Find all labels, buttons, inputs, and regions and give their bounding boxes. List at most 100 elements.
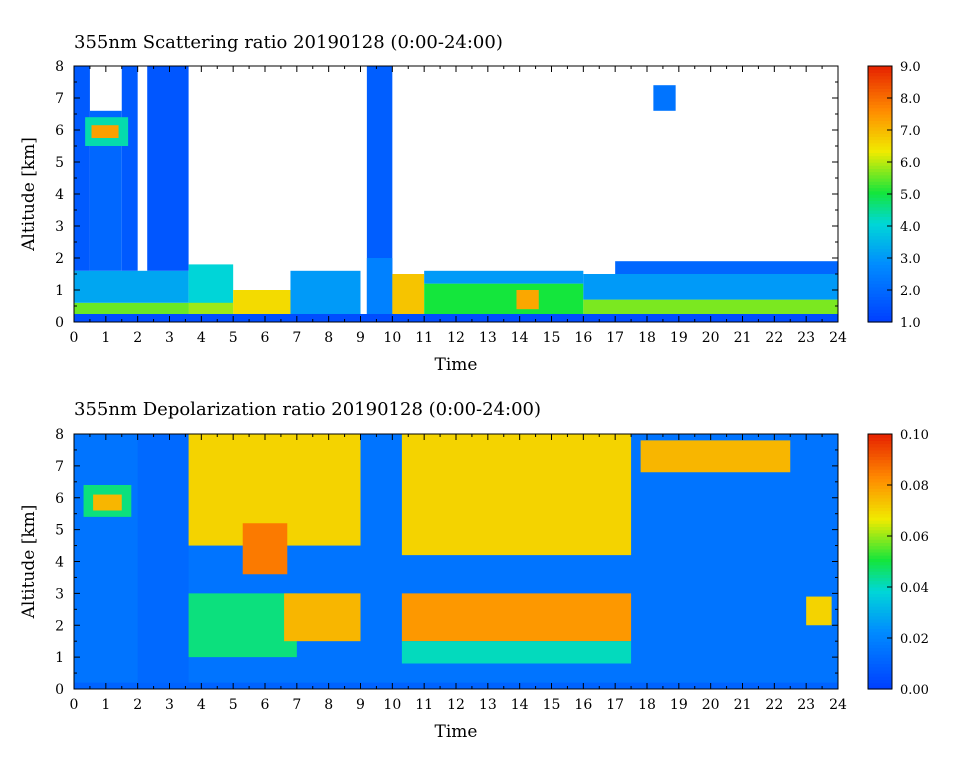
- x-tick-label: 4: [197, 330, 206, 346]
- colorbar-segment: [868, 529, 892, 534]
- colorbar-segment: [868, 139, 892, 144]
- colorbar-segment: [868, 536, 892, 540]
- colorbar-segment: [868, 462, 892, 467]
- colorbar-segment: [868, 168, 892, 173]
- colorbar-segment: [868, 229, 892, 233]
- x-tick-label: 3: [165, 697, 174, 713]
- colorbar-segment: [868, 101, 892, 105]
- x-tick-label: 2: [133, 330, 142, 346]
- x-tick-label: 13: [479, 697, 497, 713]
- x-tick-label: 1: [101, 697, 110, 713]
- colorbar-segment: [868, 123, 892, 128]
- colorbar-segment: [868, 625, 892, 630]
- colorbar-segment: [868, 494, 892, 499]
- y-tick-label: 5: [55, 523, 64, 539]
- colorbar-segment: [868, 685, 892, 690]
- colorbar-segment: [868, 602, 892, 607]
- y-tick-label: 2: [55, 251, 64, 267]
- y-tick-label: 6: [55, 491, 64, 507]
- x-tick-label: 18: [638, 697, 656, 713]
- colorbar-segment: [868, 513, 892, 518]
- x-tick-label: 21: [734, 330, 752, 346]
- colorbar-segment: [868, 453, 892, 457]
- colorbar-segment: [868, 574, 892, 579]
- y-tick-label: 2: [55, 618, 64, 634]
- colorbar-segment: [868, 107, 892, 112]
- colorbar-segment: [868, 653, 892, 658]
- colorbar-segment: [868, 469, 892, 473]
- chart-panel-1: 0 1 2 3 4 5 6 7 8 9 10 11 12 13 14 15 16 17 18 19 20 21 22 23 24…: [19, 32, 921, 375]
- colorbar-segment: [868, 571, 892, 575]
- colorbar-segment: [868, 542, 892, 547]
- colorbar-tick-label: 6.0: [900, 156, 921, 171]
- x-axis-label: Time: [435, 722, 478, 742]
- colorbar: 1.0 2.0 3.0 4.0 5.0 6.0 7.0 8.0 9.0: [867, 60, 921, 331]
- colorbar-segment: [868, 609, 892, 614]
- x-tick-label: 17: [606, 330, 624, 346]
- colorbar-segment: [868, 238, 892, 243]
- x-tick-label: 6: [261, 330, 270, 346]
- colorbar-segment: [868, 114, 892, 118]
- y-tick-label: 7: [55, 459, 64, 475]
- heatmap-cell: [806, 596, 832, 626]
- colorbar-segment: [868, 142, 892, 147]
- colorbar-segment: [868, 628, 892, 633]
- colorbar-segment: [868, 599, 892, 604]
- heatmap-cell: [121, 66, 138, 271]
- chart-panel-2: 0 1 2 3 4 5 6 7 8 9 10 11 12 13 14 15 16 17 18 19 20 21 22 23 24…: [19, 399, 929, 742]
- heatmap-cell: [93, 494, 122, 511]
- colorbar-segment: [868, 75, 892, 80]
- x-tick-label: 24: [829, 697, 847, 713]
- colorbar-segment: [868, 88, 892, 93]
- x-tick-label: 9: [356, 697, 365, 713]
- colorbar-segment: [868, 206, 892, 211]
- colorbar-segment: [868, 666, 892, 671]
- colorbar-segment: [868, 296, 892, 301]
- x-tick-label: 7: [292, 330, 301, 346]
- x-tick-label: 12: [447, 330, 465, 346]
- heatmap-cell: [516, 290, 539, 310]
- heatmap-cell: [74, 66, 90, 271]
- heatmap-cell: [188, 302, 234, 314]
- heatmap-cell: [392, 274, 425, 314]
- colorbar-segment: [868, 551, 892, 556]
- colorbar-segment: [868, 270, 892, 275]
- colorbar-segment: [868, 267, 892, 272]
- colorbar-segment: [868, 558, 892, 563]
- colorbar-segment: [868, 133, 892, 137]
- x-tick-label: 18: [638, 330, 656, 346]
- x-tick-label: 8: [324, 697, 333, 713]
- colorbar-frame: [867, 433, 893, 690]
- colorbar-segment: [868, 248, 892, 253]
- colorbar-segment: [868, 650, 892, 655]
- colorbar-segment: [868, 165, 892, 169]
- x-tick-label: 16: [574, 330, 592, 346]
- colorbar-segment: [868, 222, 892, 227]
- colorbar-segment: [868, 676, 892, 681]
- colorbar-segment: [868, 622, 892, 626]
- heatmap-cell: [242, 523, 288, 575]
- x-tick-label: 12: [447, 697, 465, 713]
- colorbar-segment: [868, 293, 892, 297]
- colorbar-tick-label: 0.10: [900, 428, 929, 443]
- heatmap-cell: [424, 270, 584, 284]
- y-axis-label: Altitude [km]: [19, 505, 39, 620]
- colorbar-segment: [868, 203, 892, 208]
- colorbar-segment: [868, 274, 892, 278]
- colorbar-tick-label: 9.0: [900, 60, 921, 75]
- colorbar-segment: [868, 210, 892, 214]
- colorbar-segment: [868, 286, 892, 291]
- x-tick-label: 22: [765, 330, 783, 346]
- heatmap-cell: [188, 593, 297, 658]
- colorbar-segment: [868, 526, 892, 531]
- colorbar-tick-label: 4.0: [900, 220, 921, 235]
- colorbar-segment: [868, 66, 892, 70]
- x-tick-label: 11: [415, 330, 433, 346]
- heatmap-cell: [401, 434, 632, 556]
- colorbar-segment: [868, 299, 892, 304]
- colorbar-segment: [868, 548, 892, 553]
- colorbar-segment: [868, 158, 892, 163]
- colorbar-segment: [868, 283, 892, 288]
- y-tick-label: 8: [55, 59, 64, 75]
- colorbar-segment: [868, 516, 892, 521]
